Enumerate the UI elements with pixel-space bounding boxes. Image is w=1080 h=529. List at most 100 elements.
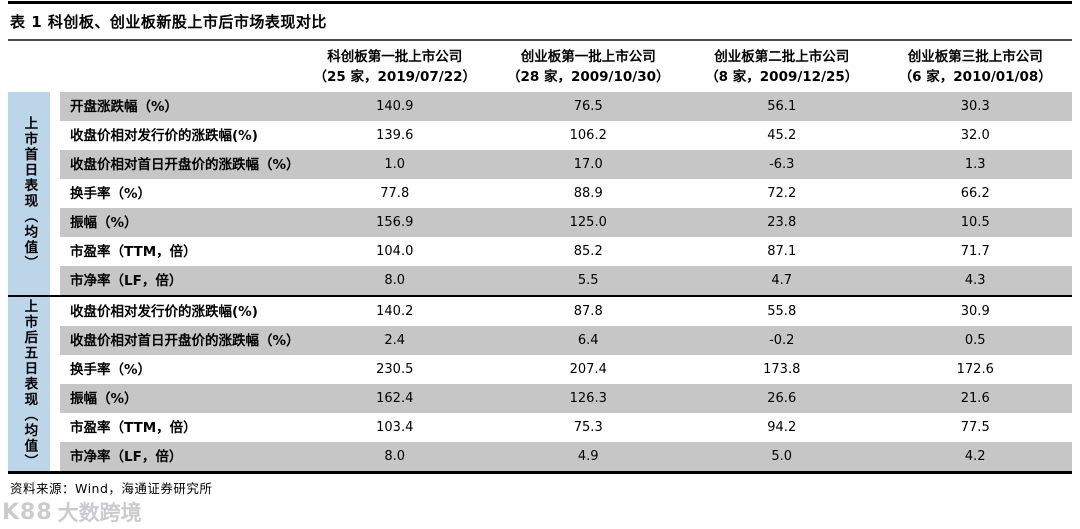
top-border-rule bbox=[8, 1, 1072, 4]
cell-value: 8.0 bbox=[384, 449, 406, 465]
cell-value: 172.6 bbox=[956, 362, 994, 378]
cell-value: 0.5 bbox=[964, 333, 986, 349]
metric-label: 振幅（%） bbox=[70, 214, 138, 231]
column-header-name: 科创板第一批上市公司 bbox=[327, 49, 463, 65]
table-row: 市盈率（TTM，倍） 103.4 75.3 94.2 77.5 bbox=[60, 413, 1072, 442]
table-row: 市净率（LF，倍） 8.0 4.9 5.0 4.2 bbox=[60, 442, 1072, 472]
column-header-star-batch1: 科创板第一批上市公司 （25 家，2019/07/22） bbox=[298, 48, 492, 87]
cell-value: 21.6 bbox=[960, 391, 990, 407]
group-label-vertical-text: 上市后五日表现（均值） bbox=[21, 298, 38, 470]
cell-value: 125.0 bbox=[569, 215, 607, 231]
group-separator-rule bbox=[8, 295, 1072, 298]
metric-label: 市净率（LF，倍） bbox=[70, 272, 183, 289]
group-first-day-performance: 上市首日表现（均值） 开盘涨跌幅（%） 140.9 76.5 56.1 30.3… bbox=[8, 92, 1072, 296]
table-row: 收盘价相对发行价的涨跌幅(%) 139.6 106.2 45.2 32.0 bbox=[60, 121, 1072, 150]
table-row: 收盘价相对发行价的涨跌幅(%) 140.2 87.8 55.8 30.9 bbox=[60, 297, 1072, 326]
group-label-cell: 上市后五日表现（均值） bbox=[8, 297, 50, 472]
cell-value: 30.3 bbox=[960, 99, 990, 115]
cell-value: 55.8 bbox=[767, 304, 797, 320]
group-label-vertical-text: 上市首日表现（均值） bbox=[21, 116, 38, 272]
source-note: 资料来源：Wind，海通证券研究所 bbox=[10, 481, 213, 497]
bottom-border-rule bbox=[8, 471, 1072, 475]
group-label-cell: 上市首日表现（均值） bbox=[8, 92, 50, 296]
cell-value: 10.5 bbox=[960, 215, 990, 231]
watermark-text: 大数跨境 bbox=[57, 501, 142, 525]
column-header-chinext-batch1: 创业板第一批上市公司 （28 家，2009/10/30） bbox=[492, 48, 686, 87]
column-header-name: 创业板第三批上市公司 bbox=[907, 49, 1043, 65]
column-header-detail: （25 家，2019/07/22） bbox=[313, 68, 477, 85]
cell-value: 71.7 bbox=[960, 244, 990, 260]
cell-value: 88.9 bbox=[573, 186, 603, 202]
cell-value: 66.2 bbox=[960, 186, 990, 202]
group-rows: 开盘涨跌幅（%） 140.9 76.5 56.1 30.3 收盘价相对发行价的涨… bbox=[60, 92, 1072, 296]
column-header-chinext-batch2: 创业板第二批上市公司 （8 家，2009/12/25） bbox=[685, 48, 879, 87]
cell-value: 23.8 bbox=[767, 215, 797, 231]
cell-value: 1.0 bbox=[384, 157, 406, 173]
table-row: 开盘涨跌幅（%） 140.9 76.5 56.1 30.3 bbox=[60, 92, 1072, 122]
table-row: 振幅（%） 162.4 126.3 26.6 21.6 bbox=[60, 384, 1072, 414]
table-row: 收盘价相对首日开盘价的涨跌幅（%） 1.0 17.0 -6.3 1.3 bbox=[60, 150, 1072, 180]
cell-value: 17.0 bbox=[573, 157, 603, 173]
cell-value: 4.3 bbox=[964, 273, 986, 289]
metric-label: 收盘价相对首日开盘价的涨跌幅（%） bbox=[70, 156, 300, 173]
table-row: 市盈率（TTM，倍） 104.0 85.2 87.1 71.7 bbox=[60, 237, 1072, 266]
column-header-name: 创业板第二批上市公司 bbox=[714, 49, 850, 65]
cell-value: 4.7 bbox=[771, 273, 793, 289]
watermark: K88 大数跨境 bbox=[2, 497, 142, 527]
column-header-detail: （28 家，2009/10/30） bbox=[507, 68, 670, 85]
title-underline-rule bbox=[8, 39, 1072, 41]
cell-value: 139.6 bbox=[376, 128, 414, 144]
table-row: 收盘价相对首日开盘价的涨跌幅（%） 2.4 6.4 -0.2 0.5 bbox=[60, 326, 1072, 356]
cell-value: 2.4 bbox=[384, 333, 406, 349]
cell-value: 30.9 bbox=[960, 304, 990, 320]
watermark-logo: K88 bbox=[2, 499, 53, 525]
cell-value: 6.4 bbox=[577, 333, 599, 349]
cell-value: 45.2 bbox=[767, 128, 797, 144]
table-row: 换手率（%） 77.8 88.9 72.2 66.2 bbox=[60, 179, 1072, 208]
table-title: 表 1 科创板、创业板新股上市后市场表现对比 bbox=[10, 13, 327, 31]
metric-label: 市盈率（TTM，倍） bbox=[70, 243, 197, 260]
cell-value: 87.8 bbox=[573, 304, 603, 320]
header-lead-spacer bbox=[8, 48, 298, 87]
cell-value: 140.2 bbox=[376, 304, 414, 320]
cell-value: 156.9 bbox=[376, 215, 414, 231]
sidebar-gutter bbox=[50, 92, 60, 296]
cell-value: 104.0 bbox=[376, 244, 414, 260]
cell-value: 4.9 bbox=[577, 449, 599, 465]
cell-value: 4.2 bbox=[964, 449, 986, 465]
group-rows: 收盘价相对发行价的涨跌幅(%) 140.2 87.8 55.8 30.9 收盘价… bbox=[60, 297, 1072, 472]
table-row: 换手率（%） 230.5 207.4 173.8 172.6 bbox=[60, 355, 1072, 384]
cell-value: 126.3 bbox=[569, 391, 607, 407]
cell-value: 87.1 bbox=[767, 244, 797, 260]
metric-label: 市盈率（TTM，倍） bbox=[70, 419, 197, 436]
cell-value: 75.3 bbox=[573, 420, 603, 436]
cell-value: 140.9 bbox=[376, 99, 414, 115]
cell-value: 8.0 bbox=[384, 273, 406, 289]
cell-value: 173.8 bbox=[763, 362, 801, 378]
column-header-chinext-batch3: 创业板第三批上市公司 （6 家，2010/01/08） bbox=[879, 48, 1073, 87]
metric-label: 收盘价相对发行价的涨跌幅(%) bbox=[70, 303, 258, 320]
metric-label: 开盘涨跌幅（%） bbox=[70, 98, 179, 115]
cell-value: 94.2 bbox=[767, 420, 797, 436]
cell-value: 230.5 bbox=[376, 362, 414, 378]
metric-label: 市净率（LF，倍） bbox=[70, 448, 183, 465]
cell-value: 77.8 bbox=[380, 186, 410, 202]
cell-value: -6.3 bbox=[769, 157, 795, 173]
column-header-detail: （8 家，2009/12/25） bbox=[705, 68, 859, 85]
cell-value: 1.3 bbox=[964, 157, 986, 173]
cell-value: 5.5 bbox=[577, 273, 599, 289]
column-header-detail: （6 家，2010/01/08） bbox=[898, 68, 1052, 85]
sidebar-gutter bbox=[50, 297, 60, 472]
metric-label: 换手率（%） bbox=[70, 361, 152, 378]
cell-value: 162.4 bbox=[376, 391, 414, 407]
cell-value: 56.1 bbox=[767, 99, 797, 115]
cell-value: 5.0 bbox=[771, 449, 793, 465]
cell-value: 76.5 bbox=[573, 99, 603, 115]
cell-value: 32.0 bbox=[960, 128, 990, 144]
cell-value: -0.2 bbox=[769, 333, 795, 349]
cell-value: 85.2 bbox=[573, 244, 603, 260]
metric-label: 振幅（%） bbox=[70, 390, 138, 407]
column-header-name: 创业板第一批上市公司 bbox=[520, 49, 656, 65]
cell-value: 72.2 bbox=[767, 186, 797, 202]
